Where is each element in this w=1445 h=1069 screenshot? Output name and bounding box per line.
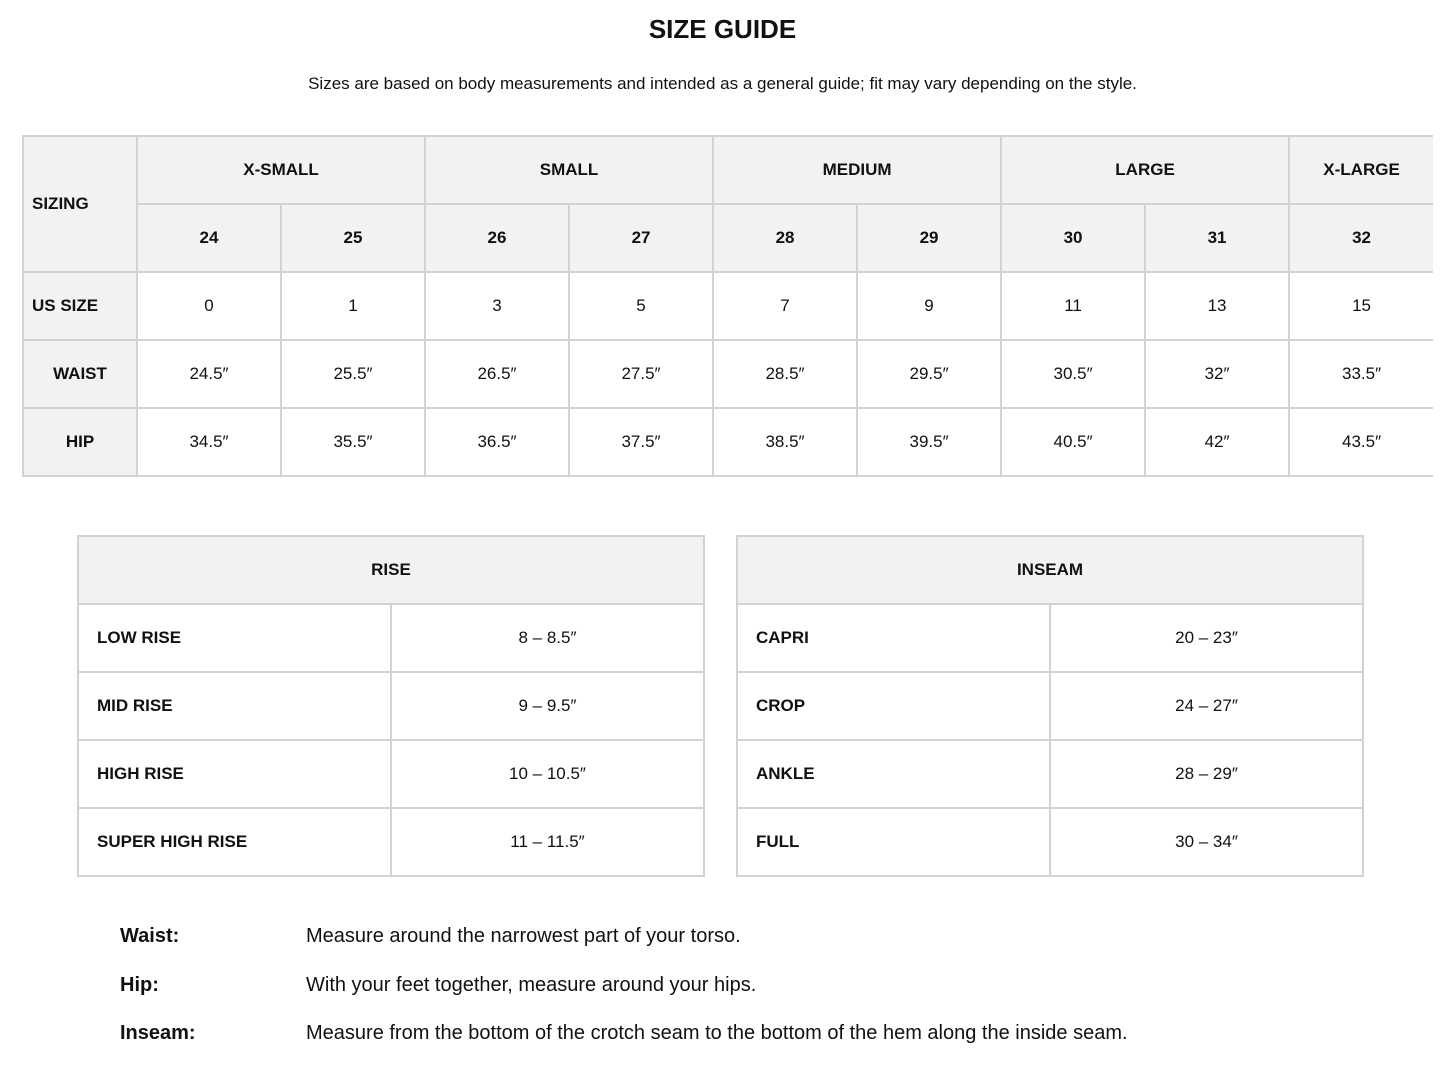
size-header: 30	[1000, 203, 1147, 273]
table-cell: 40.5″	[1000, 407, 1147, 477]
size-header: 26	[424, 203, 571, 273]
note-text: Measure around the narrowest part of you…	[306, 925, 741, 947]
table-cell: 43.5″	[1288, 407, 1434, 477]
size-header: 25	[279, 203, 427, 273]
note-term: Hip:	[120, 973, 159, 996]
page-title: SIZE GUIDE	[648, 14, 797, 44]
row-label: CROP	[736, 671, 1051, 741]
row-label: MID RISE	[77, 671, 392, 741]
row-label: HIGH RISE	[77, 739, 392, 809]
table-cell: 9 – 9.5″	[390, 671, 705, 741]
table-row: HIGH RISE 10 – 10.5″	[77, 739, 705, 809]
group-header: X-SMALL	[135, 135, 427, 205]
table-cell: 11 – 11.5″	[390, 807, 705, 877]
size-header: 27	[568, 203, 715, 273]
note-text: Measure from the bottom of the crotch se…	[306, 1022, 1128, 1044]
table-cell: 3	[424, 271, 571, 341]
table-cell: 11	[1000, 271, 1147, 341]
table-cell: 24 – 27″	[1049, 671, 1364, 741]
table-cell: 28.5″	[712, 339, 859, 409]
table-cell: 30 – 34″	[1049, 807, 1364, 877]
table-cell: 5	[568, 271, 715, 341]
page-subtitle: Sizes are based on body measurements and…	[308, 74, 1137, 93]
size-table: SIZING X-SMALL SMALL MEDIUM LARGE X-LARG…	[22, 135, 1434, 477]
table-cell: 7	[712, 271, 859, 341]
rise-table: RISE LOW RISE 8 – 8.5″ MID RISE 9 – 9.5″ HIGH…	[77, 535, 705, 877]
table-row: LOW RISE 8 – 8.5″	[77, 603, 705, 673]
group-header: MEDIUM	[712, 135, 1003, 205]
size-header: 32	[1288, 203, 1434, 273]
table-cell: 8 – 8.5″	[390, 603, 705, 673]
inseam-table-header: INSEAM	[736, 535, 1364, 605]
table-cell: 1	[279, 271, 427, 341]
table-cell: 35.5″	[279, 407, 427, 477]
row-label: FULL	[736, 807, 1051, 877]
table-row: WAIST 24.5″ 25.5″ 26.5″ 27.5″ 28.5″ 29.5″ 30.5″…	[22, 339, 1434, 409]
table-row: US SIZE 0 1 3 5 7 9 11 13 15	[22, 271, 1434, 341]
table-cell: 28 – 29″	[1049, 739, 1364, 809]
row-label: LOW RISE	[77, 603, 392, 673]
table-cell: 29.5″	[856, 339, 1003, 409]
table-cell: 42″	[1144, 407, 1291, 477]
size-header: 28	[712, 203, 859, 273]
table-cell: 25.5″	[279, 339, 427, 409]
size-header: 24	[136, 203, 282, 273]
table-row: HIP 34.5″ 35.5″ 36.5″ 37.5″ 38.5″ 39.5″ 40.5″ 42…	[22, 407, 1434, 477]
table-cell: 33.5″	[1288, 339, 1434, 409]
table-cell: 30.5″	[1000, 339, 1147, 409]
note-term: Inseam:	[120, 1022, 196, 1044]
table-cell: 24.5″	[136, 339, 282, 409]
table-row: MID RISE 9 – 9.5″	[77, 671, 705, 741]
header-row: INSEAM	[736, 535, 1364, 605]
table-cell: 20 – 23″	[1049, 603, 1364, 673]
row-label: US SIZE	[22, 271, 138, 341]
table-cell: 36.5″	[424, 407, 571, 477]
row-label: HIP	[22, 407, 138, 477]
table-cell: 13	[1144, 271, 1291, 341]
table-row: FULL 30 – 34″	[736, 807, 1364, 877]
table-cell: 0	[136, 271, 282, 341]
table-cell: 34.5″	[136, 407, 282, 477]
table-cell: 37.5″	[568, 407, 715, 477]
table-row: CROP 24 – 27″	[736, 671, 1364, 741]
size-header: 29	[856, 203, 1003, 273]
row-label: WAIST	[22, 339, 138, 409]
table-cell: 9	[856, 271, 1003, 341]
table-row: SUPER HIGH RISE 11 – 11.5″	[77, 807, 705, 877]
note-term: Waist:	[120, 925, 180, 947]
table-cell: 26.5″	[424, 339, 571, 409]
row-label: CAPRI	[736, 603, 1051, 673]
row-label: ANKLE	[736, 739, 1051, 809]
group-header: SMALL	[424, 135, 715, 205]
inseam-table: INSEAM CAPRI 20 – 23″ CROP 24 – 27″ ANKLE 28 –…	[736, 535, 1364, 877]
sizing-header: SIZING	[22, 135, 138, 273]
table-cell: 38.5″	[712, 407, 859, 477]
size-header: 31	[1144, 203, 1291, 273]
table-cell: 39.5″	[856, 407, 1003, 477]
table-cell: 27.5″	[568, 339, 715, 409]
note-text: With your feet together, measure around …	[306, 973, 757, 996]
row-label: SUPER HIGH RISE	[77, 807, 392, 877]
table-cell: 32″	[1144, 339, 1291, 409]
group-header: LARGE	[1000, 135, 1291, 205]
table-row: CAPRI 20 – 23″	[736, 603, 1364, 673]
table-row: ANKLE 28 – 29″	[736, 739, 1364, 809]
group-header: X-LARGE	[1288, 135, 1434, 205]
header-row: RISE	[77, 535, 705, 605]
table-cell: 10 – 10.5″	[390, 739, 705, 809]
table-cell: 15	[1288, 271, 1434, 341]
rise-table-header: RISE	[77, 535, 705, 605]
